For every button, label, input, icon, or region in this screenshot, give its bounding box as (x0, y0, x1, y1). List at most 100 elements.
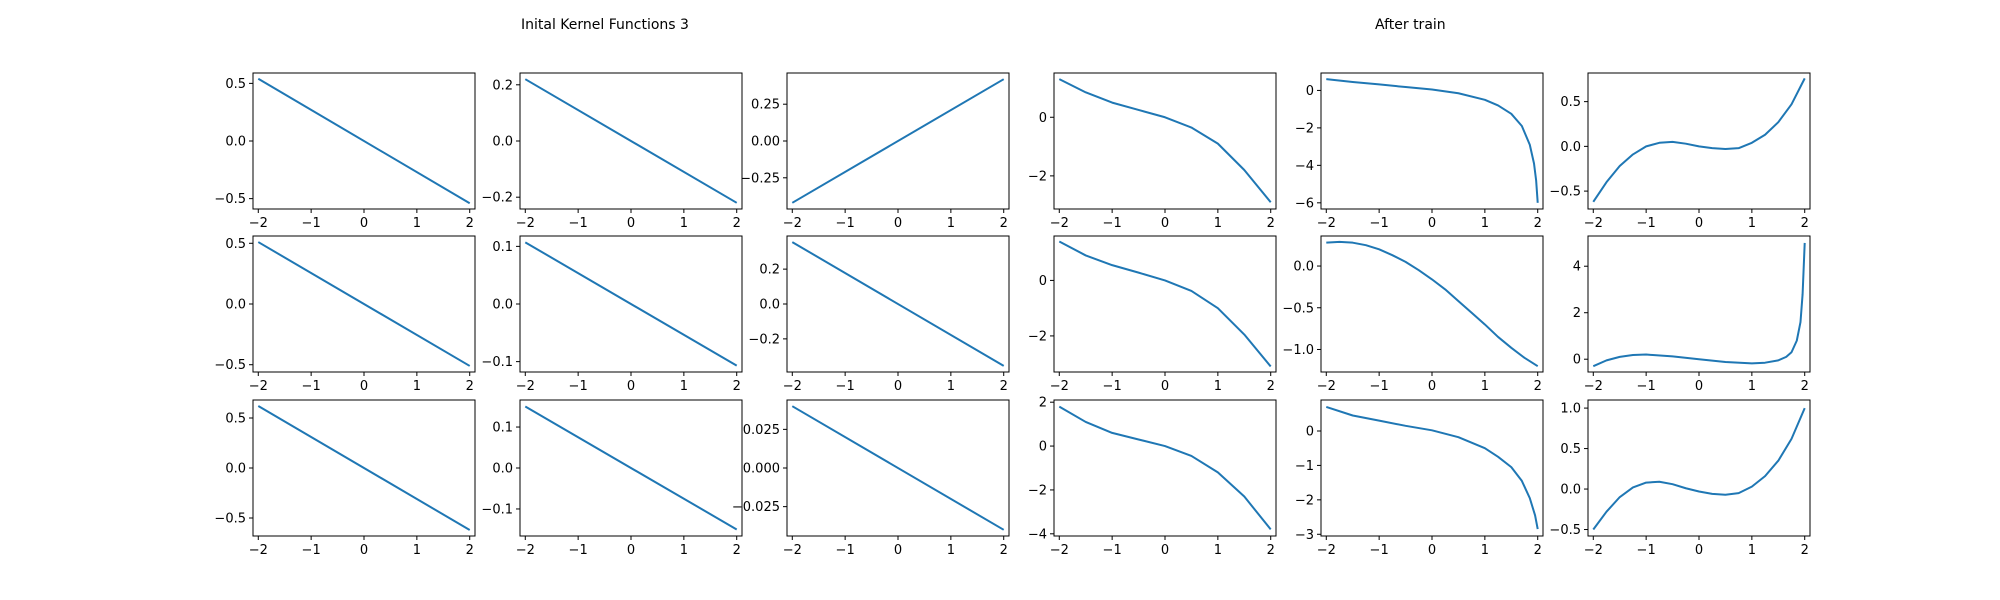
subplot-r2-c5: −2 −1 0 1 2 1.0 0.5 0.0 −0.5 (1549, 399, 1811, 558)
y-tick-label: 0.5 (225, 77, 246, 92)
y-tick-label: −2 (1028, 329, 1047, 344)
x-tick-label: −1 (1103, 543, 1122, 558)
x-tick-label: −2 (1050, 379, 1069, 394)
x-tick-label: 0 (627, 379, 635, 394)
y-tick-label: 0.0 (1293, 260, 1314, 275)
x-tick-label: 0 (627, 543, 635, 558)
subplot-r1-c3: −2 −1 0 1 2 0 −2 (1028, 235, 1277, 394)
x-tick-label: −1 (302, 216, 321, 231)
x-tick-label: 0 (894, 379, 902, 394)
y-tick-label: −0.5 (1282, 301, 1314, 316)
x-tick-label: −2 (249, 543, 268, 558)
x-tick-label: 1 (947, 216, 955, 231)
series-line (791, 241, 1005, 367)
x-tick-label: 0 (894, 216, 902, 231)
x-tick-label: −2 (783, 216, 802, 231)
x-tick-label: 0 (1161, 543, 1169, 558)
y-tick-label: −6 (1295, 196, 1314, 211)
y-tick-label: 0.1 (492, 240, 513, 255)
y-tick-label: −4 (1295, 159, 1314, 174)
y-tick-label: −2 (1028, 483, 1047, 498)
x-tick-label: 2 (1534, 379, 1542, 394)
y-tick-label: −2 (1028, 169, 1047, 184)
x-tick-label: 1 (413, 379, 421, 394)
series-line (257, 405, 471, 531)
y-tick-label: 1.0 (1560, 402, 1581, 417)
x-tick-label: 0 (1695, 216, 1703, 231)
y-tick-label: 0 (1306, 424, 1314, 439)
y-tick-label: 0.5 (1560, 95, 1581, 110)
x-tick-label: 1 (1481, 379, 1489, 394)
x-tick-label: −1 (1637, 543, 1656, 558)
y-tick-label: 0.5 (225, 412, 246, 427)
x-tick-label: −1 (1103, 216, 1122, 231)
x-tick-label: −1 (1637, 379, 1656, 394)
x-tick-label: −1 (1370, 379, 1389, 394)
series-line (1326, 78, 1539, 203)
y-tick-label: 0.0 (492, 135, 513, 150)
y-tick-label: 0.0 (225, 462, 246, 477)
subplot-r0-c4: −2 −1 0 1 2 0 −2 −4 −6 (1295, 72, 1544, 231)
x-tick-label: 2 (466, 543, 474, 558)
x-tick-label: −2 (1317, 216, 1336, 231)
series-line (1058, 78, 1272, 203)
x-tick-label: −2 (783, 379, 802, 394)
x-tick-label: −2 (1317, 543, 1336, 558)
y-tick-label: −0.5 (214, 512, 246, 527)
x-tick-label: 0 (1161, 379, 1169, 394)
x-tick-label: −2 (1050, 543, 1069, 558)
x-tick-label: 2 (733, 216, 741, 231)
x-tick-label: 0 (894, 543, 902, 558)
y-tick-label: −4 (1028, 527, 1047, 542)
x-tick-label: 1 (413, 543, 421, 558)
y-tick-label: 0.5 (1560, 442, 1581, 457)
x-tick-label: −1 (836, 379, 855, 394)
y-tick-label: 0 (1573, 353, 1581, 368)
y-tick-label: −0.1 (481, 502, 513, 517)
y-tick-label: 2 (1039, 396, 1047, 411)
x-tick-label: 2 (1000, 379, 1008, 394)
series-line (1058, 240, 1272, 368)
series-line (791, 78, 1005, 204)
x-tick-label: −1 (1103, 379, 1122, 394)
y-tick-label: 0.00 (751, 135, 780, 150)
y-tick-label: 0.0 (759, 298, 780, 313)
series-line (524, 405, 738, 531)
y-tick-label: −0.5 (1549, 185, 1581, 200)
x-tick-label: −1 (569, 543, 588, 558)
x-tick-label: −2 (516, 543, 535, 558)
subplot-r0-c2: −2 −1 0 1 2 0.25 0.00 −0.25 (740, 72, 1010, 231)
y-tick-label: −1.0 (1282, 343, 1314, 358)
y-tick-label: 0.000 (743, 462, 780, 477)
y-tick-label: 0 (1039, 111, 1047, 126)
x-tick-label: 2 (1534, 543, 1542, 558)
y-tick-label: 0.0 (1560, 140, 1581, 155)
x-tick-label: −2 (1050, 216, 1069, 231)
x-tick-label: −1 (1370, 543, 1389, 558)
x-tick-label: 0 (1428, 216, 1436, 231)
x-tick-label: −1 (302, 543, 321, 558)
y-tick-label: −0.2 (481, 191, 513, 206)
x-tick-label: −2 (1584, 379, 1603, 394)
x-tick-label: 2 (1801, 216, 1809, 231)
x-tick-label: −2 (249, 379, 268, 394)
subplot-r2-c0: −2 −1 0 1 2 0.5 0.0 −0.5 (214, 399, 476, 558)
y-tick-label: 0.2 (492, 78, 513, 93)
x-tick-label: −2 (249, 216, 268, 231)
y-tick-label: 0.0 (225, 298, 246, 313)
x-tick-label: −2 (516, 216, 535, 231)
y-tick-label: 0.0 (225, 135, 246, 150)
subplot-r0-c1: −2 −1 0 1 2 0.2 0.0 −0.2 (481, 72, 743, 231)
series-line (1325, 405, 1539, 530)
x-tick-label: 0 (360, 216, 368, 231)
x-tick-label: 0 (1161, 216, 1169, 231)
y-tick-label: −0.1 (481, 355, 513, 370)
x-tick-label: 0 (360, 543, 368, 558)
y-tick-label: −1 (1295, 459, 1314, 474)
x-tick-label: 0 (1695, 543, 1703, 558)
x-tick-label: −1 (569, 216, 588, 231)
y-tick-label: −0.2 (748, 332, 780, 347)
y-tick-label: −2 (1295, 121, 1314, 136)
series-line (524, 78, 738, 204)
